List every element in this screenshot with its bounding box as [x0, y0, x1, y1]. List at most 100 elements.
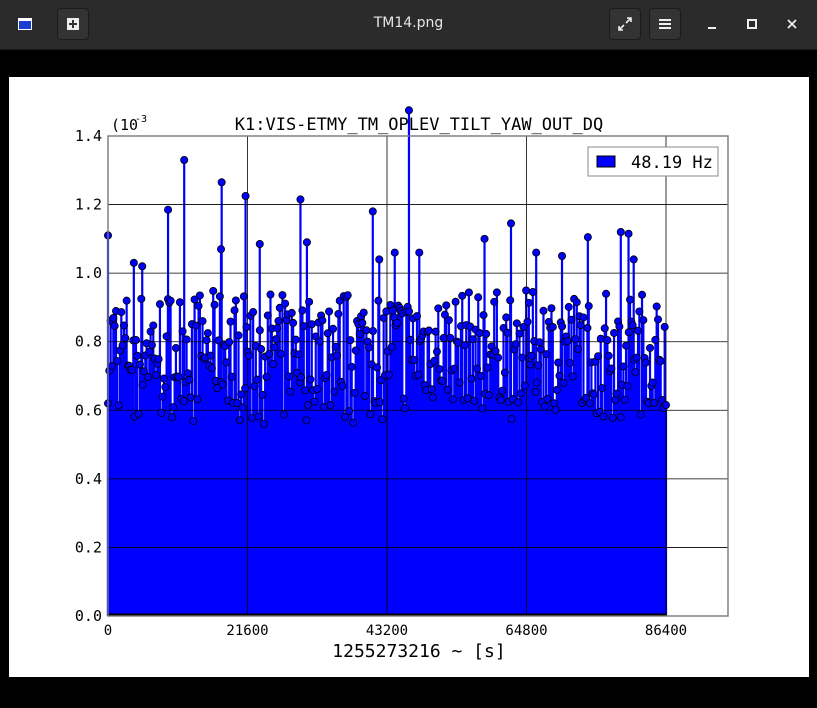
data-point — [631, 368, 640, 377]
data-point — [547, 304, 556, 313]
data-point — [415, 248, 424, 257]
data-point — [302, 238, 311, 247]
maximize-icon[interactable] — [742, 14, 762, 34]
fullscreen-icon[interactable] — [609, 8, 641, 40]
x-tick-label: 86400 — [645, 623, 687, 639]
data-point — [382, 307, 391, 316]
y-multiplier: (10 — [111, 116, 138, 134]
data-point — [496, 396, 505, 405]
data-point — [412, 312, 421, 321]
close-icon[interactable] — [782, 14, 802, 34]
hamburger-menu-icon[interactable] — [649, 8, 681, 40]
x-tick-label: 64800 — [505, 623, 547, 639]
data-point — [579, 313, 588, 322]
data-point — [135, 360, 144, 369]
data-point — [392, 318, 401, 327]
data-point — [378, 415, 387, 424]
data-point — [315, 337, 324, 346]
data-point — [138, 262, 147, 271]
data-point — [542, 350, 551, 359]
data-point — [289, 318, 298, 327]
data-point — [432, 347, 441, 356]
data-point — [458, 291, 467, 300]
data-point — [375, 255, 384, 264]
data-point — [384, 370, 393, 379]
data-point — [599, 412, 608, 421]
data-point — [180, 156, 189, 165]
data-point — [468, 335, 477, 344]
data-point — [656, 357, 665, 366]
data-point — [518, 353, 527, 362]
data-point — [400, 404, 409, 413]
y-tick-label: 0.0 — [75, 607, 102, 625]
new-tab-icon[interactable] — [57, 8, 89, 40]
data-point — [209, 286, 218, 295]
data-point — [554, 358, 563, 367]
data-point — [241, 192, 250, 201]
data-point — [155, 300, 164, 309]
data-point — [572, 298, 581, 307]
data-point — [607, 364, 616, 373]
data-point — [535, 338, 544, 347]
data-point — [558, 322, 567, 331]
data-point — [551, 405, 560, 414]
data-point — [273, 324, 282, 333]
data-point — [237, 390, 246, 399]
data-point — [306, 375, 315, 384]
data-point — [143, 373, 152, 382]
minimize-icon[interactable] — [702, 14, 722, 34]
data-point — [158, 392, 167, 401]
data-point — [662, 401, 671, 410]
data-point — [139, 367, 148, 376]
data-point — [502, 313, 511, 322]
data-point — [318, 316, 327, 325]
data-point — [134, 409, 143, 418]
data-point — [303, 400, 312, 409]
data-point — [137, 294, 146, 303]
data-point — [440, 310, 449, 319]
x-tick-label: 0 — [104, 623, 112, 639]
x-axis-label: 1255273216 ~ [s] — [332, 641, 505, 662]
data-point — [532, 378, 541, 387]
data-point — [642, 358, 651, 367]
data-point — [500, 368, 509, 377]
data-point — [296, 195, 305, 204]
data-point — [239, 292, 248, 301]
data-point — [654, 315, 663, 324]
data-point — [234, 331, 243, 340]
plot-frame — [107, 135, 729, 617]
x-tick-label: 21600 — [226, 623, 268, 639]
data-point — [230, 306, 239, 315]
data-point — [114, 401, 123, 410]
data-point — [179, 397, 188, 406]
data-point — [568, 372, 577, 381]
data-point — [161, 383, 170, 392]
data-point — [624, 229, 633, 238]
data-point — [313, 384, 322, 393]
y-tick-label: 1.4 — [75, 127, 102, 145]
data-point — [494, 353, 503, 362]
data-point — [531, 387, 540, 396]
data-point — [646, 343, 655, 352]
data-point — [231, 296, 240, 305]
data-point — [149, 321, 158, 330]
data-point — [492, 288, 501, 297]
data-point — [310, 397, 319, 406]
data-point — [387, 343, 396, 352]
data-point — [301, 386, 310, 395]
data-point — [277, 349, 286, 358]
data-point — [476, 372, 485, 381]
data-point — [550, 399, 559, 408]
data-point — [162, 332, 171, 341]
data-point — [483, 363, 492, 372]
data-point — [634, 326, 643, 335]
data-point — [563, 337, 572, 346]
data-point — [590, 390, 599, 399]
data-point — [118, 341, 127, 350]
data-point — [490, 297, 499, 306]
data-point — [491, 347, 500, 356]
data-point — [279, 410, 288, 419]
data-point — [373, 363, 382, 372]
data-point — [652, 302, 661, 311]
data-point — [536, 345, 545, 354]
